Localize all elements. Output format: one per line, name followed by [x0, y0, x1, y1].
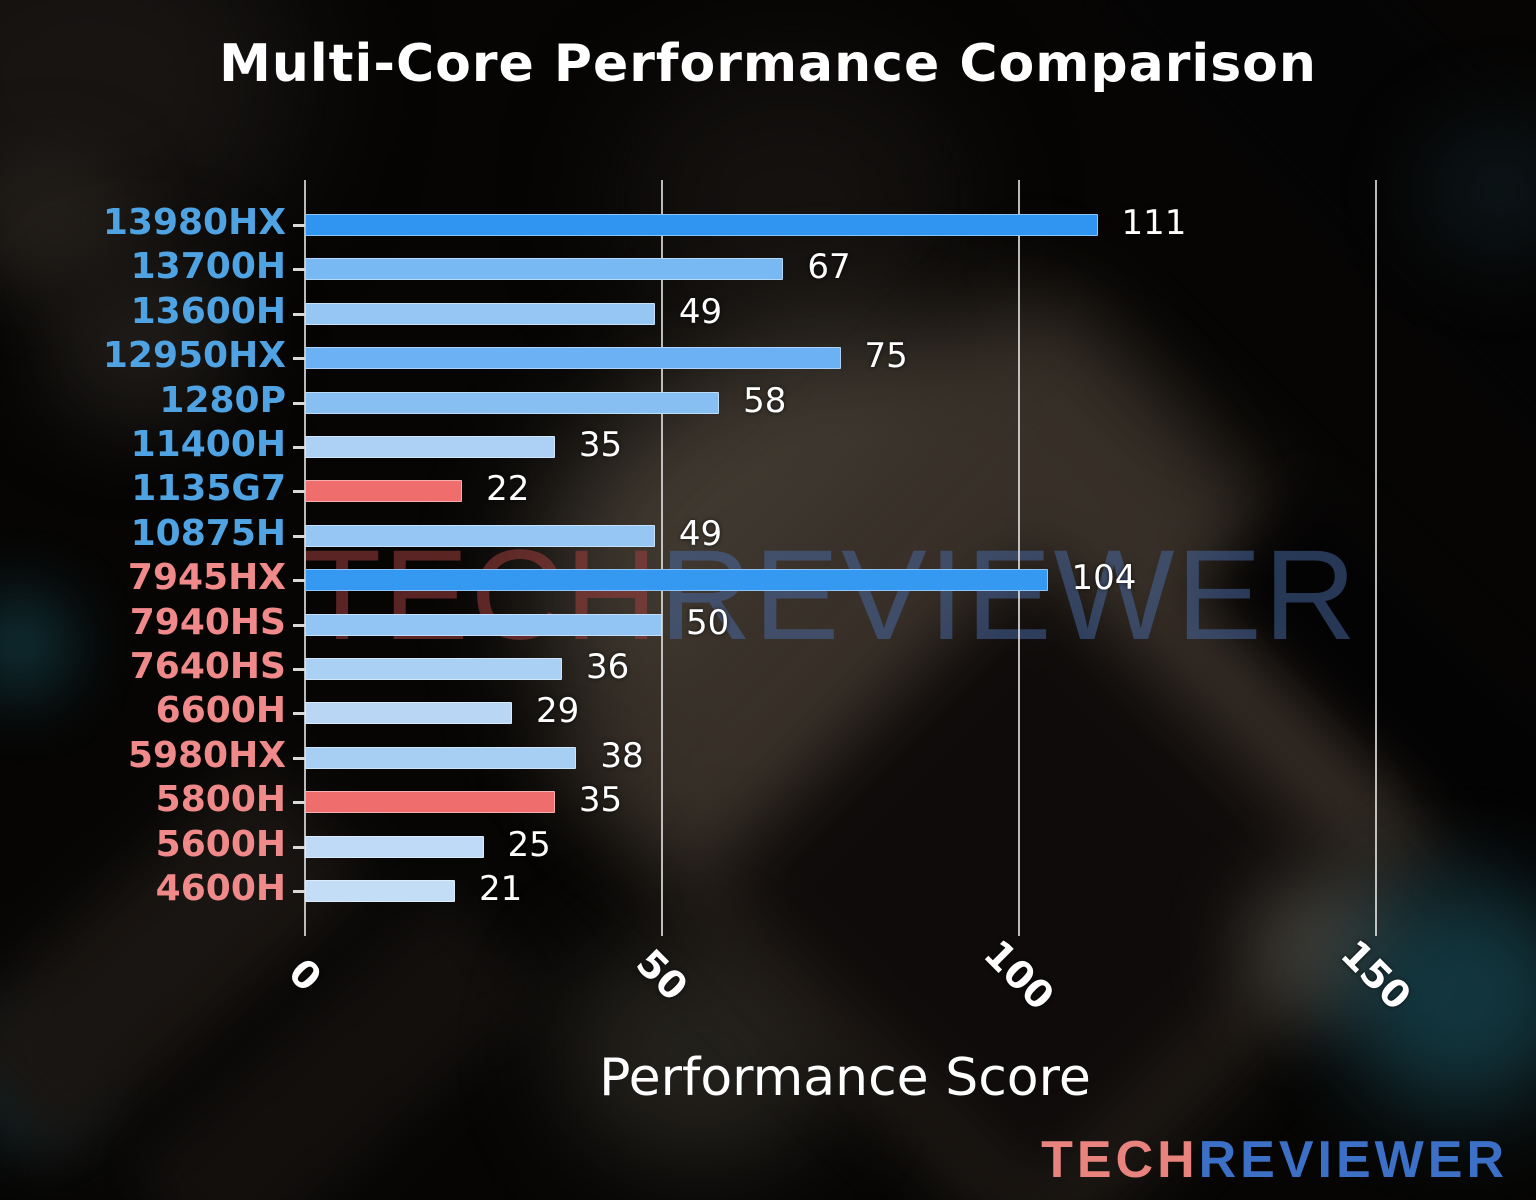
bar: [305, 391, 720, 414]
y-tick-mark: [293, 268, 305, 272]
y-tick-mark: [293, 446, 305, 449]
chart-title: Multi-Core Performance Comparison: [219, 34, 1317, 94]
y-tick-mark: [293, 668, 305, 671]
brand-logo-reviewer: REVIEWER: [1198, 1131, 1508, 1189]
y-tick-mark: [293, 357, 305, 361]
bar: [305, 302, 655, 325]
y-tick-mark: [293, 579, 305, 583]
bar-value-label: 67: [807, 247, 851, 288]
y-axis-label: 13980HX: [102, 202, 286, 243]
y-axis-label: 7640HS: [129, 646, 286, 687]
bar: [305, 258, 784, 281]
bar: [305, 880, 455, 902]
y-axis-label: 1135G7: [131, 468, 286, 510]
bar: [305, 835, 484, 858]
bar-value-label: 22: [486, 469, 530, 510]
y-axis-label: 7945HX: [127, 557, 286, 599]
bar-value-label: 35: [578, 425, 623, 465]
y-tick-mark: [293, 490, 305, 494]
y-axis-label: 5600H: [155, 823, 286, 865]
bar: [305, 658, 563, 680]
bar-value-label: 25: [507, 824, 551, 865]
y-tick-mark: [293, 224, 305, 227]
bar-value-label: 58: [743, 380, 787, 421]
y-axis-label: 5980HX: [127, 734, 286, 776]
y-tick-mark: [293, 756, 305, 760]
y-axis-label: 7940HS: [129, 601, 286, 643]
y-axis-label: 13700H: [130, 246, 286, 288]
bar-value-label: 49: [678, 291, 723, 332]
bar: [305, 524, 655, 547]
gridline: [661, 180, 663, 936]
y-tick-mark: [293, 401, 305, 405]
y-axis-label: 5800H: [155, 779, 286, 821]
bar-value-label: 104: [1071, 558, 1137, 599]
gridline: [1375, 180, 1377, 936]
bar: [305, 480, 463, 503]
bar-value-label: 111: [1121, 203, 1187, 243]
bar-value-label: 49: [678, 513, 723, 554]
bar-value-label: 21: [478, 869, 523, 909]
y-axis-label: 4600H: [155, 868, 286, 909]
y-axis-label: 12950HX: [102, 335, 286, 377]
bar: [305, 347, 841, 370]
bar-value-label: 50: [686, 602, 730, 643]
brand-logo-tech: TECH: [1041, 1131, 1199, 1189]
y-tick-mark: [293, 845, 305, 849]
y-axis-label: 11400H: [130, 424, 286, 465]
brand-logo: TECHREVIEWER: [1041, 1134, 1508, 1186]
y-tick-mark: [293, 890, 305, 893]
y-tick-mark: [293, 534, 305, 538]
y-tick-mark: [293, 801, 305, 805]
bar-value-label: 29: [536, 691, 580, 732]
bar-value-label: 35: [578, 780, 623, 821]
watermark: TECHREVIEWER: [303, 532, 1358, 660]
bar: [305, 613, 662, 636]
bar: [305, 436, 555, 458]
y-axis-label: 1280P: [159, 379, 286, 421]
bar-value-label: 75: [864, 336, 908, 377]
y-axis-label: 13600H: [130, 290, 286, 332]
gridline: [1018, 180, 1020, 936]
bar: [305, 702, 513, 725]
watermark-tech: TECH: [303, 524, 660, 667]
bar: [305, 214, 1098, 236]
y-tick-mark: [293, 712, 305, 716]
y-axis-label: 6600H: [155, 690, 286, 732]
bar-value-label: 36: [586, 647, 630, 687]
y-axis-label: 10875H: [130, 512, 286, 554]
y-axis-spine: [304, 180, 306, 936]
bar: [305, 746, 577, 769]
bar: [305, 569, 1048, 592]
bar-value-label: 38: [600, 735, 644, 776]
watermark-reviewer: REVIEWER: [659, 524, 1359, 667]
y-tick-mark: [293, 312, 305, 316]
x-axis-label: Performance Score: [599, 1048, 1091, 1108]
bar: [305, 791, 555, 814]
y-tick-mark: [293, 623, 305, 627]
